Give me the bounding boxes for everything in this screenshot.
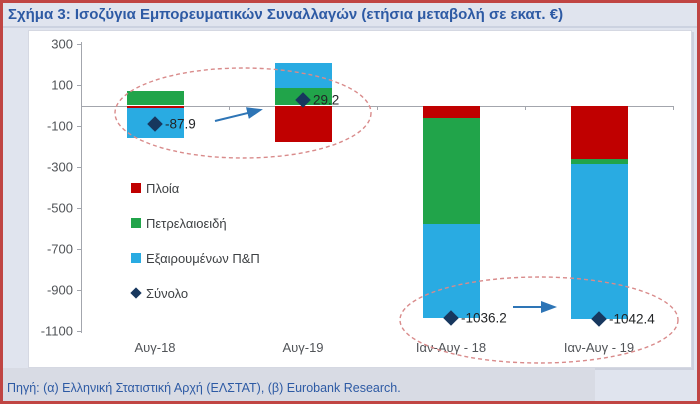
legend-square-icon: [131, 183, 141, 193]
y-tick: [77, 44, 81, 45]
legend: Πλοία Πετρελαιοειδή Εξαιρουμένων Π&Π Σύνολο: [130, 180, 260, 321]
y-tick: [77, 85, 81, 86]
total-value-label: -1036.2: [461, 310, 507, 326]
legend-item: Σύνολο: [130, 285, 260, 301]
bar-segment: [274, 105, 332, 143]
bar-segment: [422, 224, 480, 318]
category-label: Αυγ-18: [134, 340, 176, 355]
y-tick-label: -300: [46, 159, 73, 175]
y-tick: [77, 167, 81, 168]
figure-title: Σχήμα 3: Ισοζύγια Εμπορευματικών Συναλλα…: [3, 3, 697, 28]
total-value-label: -87.9: [165, 116, 196, 132]
y-tick-label: 300: [51, 36, 73, 52]
legend-item: Πετρελαιοειδή: [131, 215, 260, 231]
footer-band: [3, 368, 595, 401]
y-tick: [77, 290, 81, 291]
y-tick: [77, 208, 81, 209]
bar-segment: [126, 91, 184, 106]
y-tick-label: -900: [46, 282, 73, 298]
legend-label: Εξαιρουμένων Π&Π: [146, 250, 260, 266]
category-label: Ιαν-Αυγ - 18: [415, 340, 487, 355]
y-axis-line: [81, 42, 82, 333]
y-tick-label: -1100: [40, 323, 73, 339]
legend-label: Πετρελαιοειδή: [146, 215, 227, 231]
y-tick-label: -500: [46, 200, 73, 216]
y-tick-label: 100: [51, 77, 73, 93]
total-value-label: 29.2: [313, 92, 340, 107]
bar-segment: [422, 105, 480, 118]
plot-area: 300 100 -100 -300 -500 -700 -900 -1100 Αυγ-18 Αυγ…: [29, 31, 693, 369]
bar-segment: [274, 62, 332, 89]
legend-item: Πλοία: [131, 180, 260, 196]
y-tick-label: -700: [46, 241, 73, 257]
legend-square-icon: [131, 253, 141, 263]
legend-label: Πλοία: [146, 180, 180, 196]
legend-square-icon: [131, 218, 141, 228]
y-tick-label: -100: [46, 118, 73, 134]
source-note: Πηγή: (α) Ελληνική Στατιστική Αρχή (ΕΛΣΤ…: [7, 381, 401, 395]
chart-area: 300 100 -100 -300 -500 -700 -900 -1100 Αυγ-18 Αυγ…: [28, 30, 692, 368]
bar-segment: [570, 163, 628, 320]
bar-segment: [570, 158, 628, 164]
legend-item: Εξαιρουμένων Π&Π: [131, 250, 260, 266]
category-label: Αυγ-19: [282, 340, 324, 355]
bar-segment: [570, 105, 628, 159]
x-tick: [229, 105, 230, 110]
category-label: Ιαν-Αυγ - 19: [563, 340, 635, 355]
x-tick: [377, 105, 378, 110]
legend-diamond-icon: [130, 287, 142, 299]
y-tick: [77, 126, 81, 127]
total-value-label: -1042.4: [609, 311, 655, 327]
x-tick: [525, 105, 526, 110]
y-tick: [77, 249, 81, 250]
bar-segment: [422, 117, 480, 225]
x-tick: [673, 105, 674, 110]
y-tick: [77, 331, 81, 332]
legend-label: Σύνολο: [146, 285, 189, 301]
